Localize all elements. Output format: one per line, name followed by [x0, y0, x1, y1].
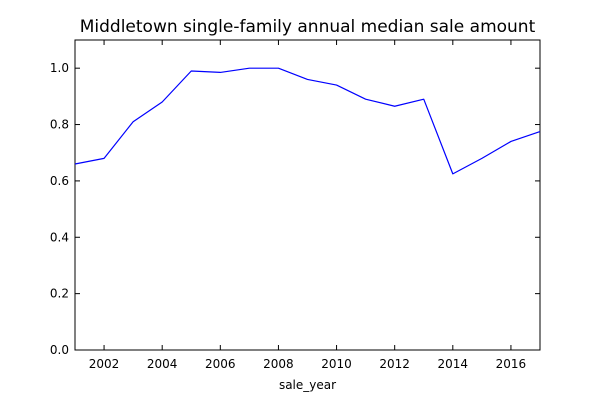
x-tick-label: 2012 [379, 357, 410, 371]
series-layer [74, 67, 541, 175]
x-tick-label: 2008 [263, 357, 294, 371]
y-tick-label: 1.0 [50, 61, 69, 75]
y-axis-ticks: 0.0 0.2 0.4 0.6 0.8 1.0 [50, 61, 540, 357]
y-tick-label: 0.4 [50, 230, 69, 244]
y-tick-label: 0.8 [50, 118, 69, 132]
chart-title: Middletown single-family annual median s… [80, 17, 536, 37]
y-tick-label: 0.6 [50, 174, 69, 188]
x-axis-ticks: 2002 2004 2006 2008 2010 2012 2014 2016 [89, 40, 526, 371]
y-tick-label: 0.0 [50, 343, 69, 357]
plot-frame [74, 39, 541, 351]
x-tick-label: 2010 [321, 357, 352, 371]
x-tick-label: 2004 [147, 357, 178, 371]
x-tick-label: 2016 [496, 357, 527, 371]
x-tick-label: 2002 [89, 357, 120, 371]
plot-area: 2002 2004 2006 2008 2010 2012 2014 2016 0.00.20… [50, 39, 541, 371]
x-tick-label: 2014 [438, 357, 469, 371]
y-tick-label: 0.2 [50, 287, 69, 301]
series-line [74, 67, 541, 175]
x-axis-label: sale_year [279, 378, 336, 392]
x-tick-label: 2006 [205, 357, 236, 371]
